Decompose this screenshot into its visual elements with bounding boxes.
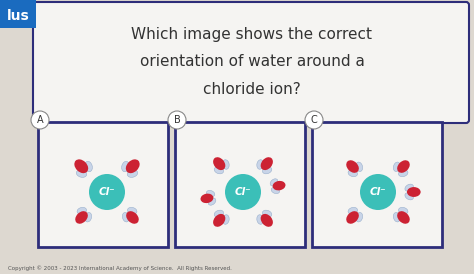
FancyBboxPatch shape bbox=[38, 122, 168, 247]
Ellipse shape bbox=[405, 193, 413, 200]
Ellipse shape bbox=[261, 214, 273, 227]
Text: Cl⁻: Cl⁻ bbox=[99, 187, 115, 197]
Circle shape bbox=[89, 174, 125, 210]
Ellipse shape bbox=[405, 184, 413, 191]
Text: B: B bbox=[173, 115, 181, 125]
Ellipse shape bbox=[222, 160, 229, 169]
Circle shape bbox=[360, 174, 396, 210]
Ellipse shape bbox=[270, 179, 278, 186]
Text: lus: lus bbox=[7, 9, 29, 23]
Ellipse shape bbox=[77, 207, 87, 214]
Ellipse shape bbox=[122, 161, 129, 172]
Ellipse shape bbox=[263, 210, 272, 217]
Ellipse shape bbox=[393, 213, 400, 222]
Ellipse shape bbox=[263, 167, 272, 174]
Ellipse shape bbox=[85, 161, 92, 172]
FancyBboxPatch shape bbox=[33, 2, 469, 123]
Text: Copyright © 2003 - 2023 International Academy of Science.  All Rights Reserved.: Copyright © 2003 - 2023 International Ac… bbox=[8, 265, 232, 271]
Ellipse shape bbox=[126, 159, 140, 173]
Ellipse shape bbox=[399, 207, 408, 214]
Ellipse shape bbox=[213, 214, 225, 227]
Ellipse shape bbox=[393, 162, 400, 172]
Ellipse shape bbox=[397, 160, 410, 173]
Ellipse shape bbox=[214, 167, 224, 174]
FancyBboxPatch shape bbox=[312, 122, 442, 247]
Text: Cl⁻: Cl⁻ bbox=[235, 187, 251, 197]
Ellipse shape bbox=[201, 194, 213, 203]
Ellipse shape bbox=[208, 198, 216, 205]
Circle shape bbox=[305, 111, 323, 129]
Ellipse shape bbox=[348, 207, 357, 214]
Ellipse shape bbox=[214, 210, 224, 217]
Ellipse shape bbox=[356, 162, 363, 172]
Ellipse shape bbox=[128, 170, 137, 177]
Ellipse shape bbox=[75, 211, 88, 224]
Text: Which image shows the correct: Which image shows the correct bbox=[131, 27, 373, 42]
Text: A: A bbox=[36, 115, 43, 125]
Circle shape bbox=[168, 111, 186, 129]
Ellipse shape bbox=[407, 187, 420, 197]
Ellipse shape bbox=[271, 187, 280, 194]
Ellipse shape bbox=[261, 157, 273, 170]
Ellipse shape bbox=[213, 157, 225, 170]
Text: chloride ion?: chloride ion? bbox=[203, 81, 301, 96]
Ellipse shape bbox=[126, 211, 139, 224]
Text: C: C bbox=[310, 115, 318, 125]
Ellipse shape bbox=[128, 207, 137, 214]
Ellipse shape bbox=[273, 181, 285, 190]
Text: orientation of water around a: orientation of water around a bbox=[139, 55, 365, 70]
Ellipse shape bbox=[257, 160, 264, 169]
Ellipse shape bbox=[74, 159, 88, 173]
Ellipse shape bbox=[397, 211, 410, 224]
Ellipse shape bbox=[348, 170, 357, 177]
Circle shape bbox=[225, 174, 261, 210]
Text: Cl⁻: Cl⁻ bbox=[370, 187, 386, 197]
Ellipse shape bbox=[399, 170, 408, 177]
Ellipse shape bbox=[222, 215, 229, 224]
Ellipse shape bbox=[122, 213, 129, 222]
Ellipse shape bbox=[85, 213, 91, 222]
Ellipse shape bbox=[356, 213, 363, 222]
Circle shape bbox=[31, 111, 49, 129]
FancyBboxPatch shape bbox=[0, 0, 36, 28]
Ellipse shape bbox=[257, 215, 264, 224]
Ellipse shape bbox=[346, 160, 359, 173]
Ellipse shape bbox=[76, 170, 87, 177]
Ellipse shape bbox=[206, 190, 215, 197]
Ellipse shape bbox=[346, 211, 359, 224]
FancyBboxPatch shape bbox=[175, 122, 305, 247]
